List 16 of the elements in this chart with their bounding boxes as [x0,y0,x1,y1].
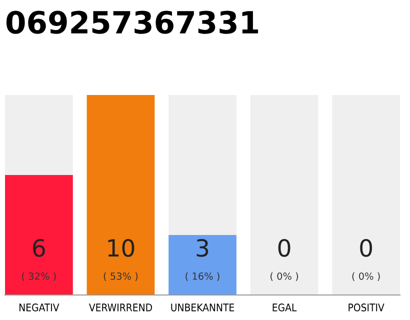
annotation: ( 16% ) [186,272,220,281]
data-label: 10 [108,238,134,257]
x-tick-label: POSITIV [348,304,384,312]
x-tick-label: VERWIRREND [88,304,152,312]
annotation: ( 53% ) [104,272,138,281]
annotation: ( 0% ) [270,272,298,281]
annotation: ( 0% ) [352,272,380,281]
chart-title: 069257367331 [6,10,258,34]
data-label: 0 [360,238,372,257]
data-label: 6 [33,238,45,257]
data-label: 3 [196,238,208,257]
x-tick-label: EGAL [272,304,297,312]
data-label: 0 [278,238,290,257]
x-tick-label: UNBEKANNTE [171,304,234,312]
x-tick-label: NEGATIV [20,304,60,312]
annotation: ( 32% ) [22,272,56,281]
